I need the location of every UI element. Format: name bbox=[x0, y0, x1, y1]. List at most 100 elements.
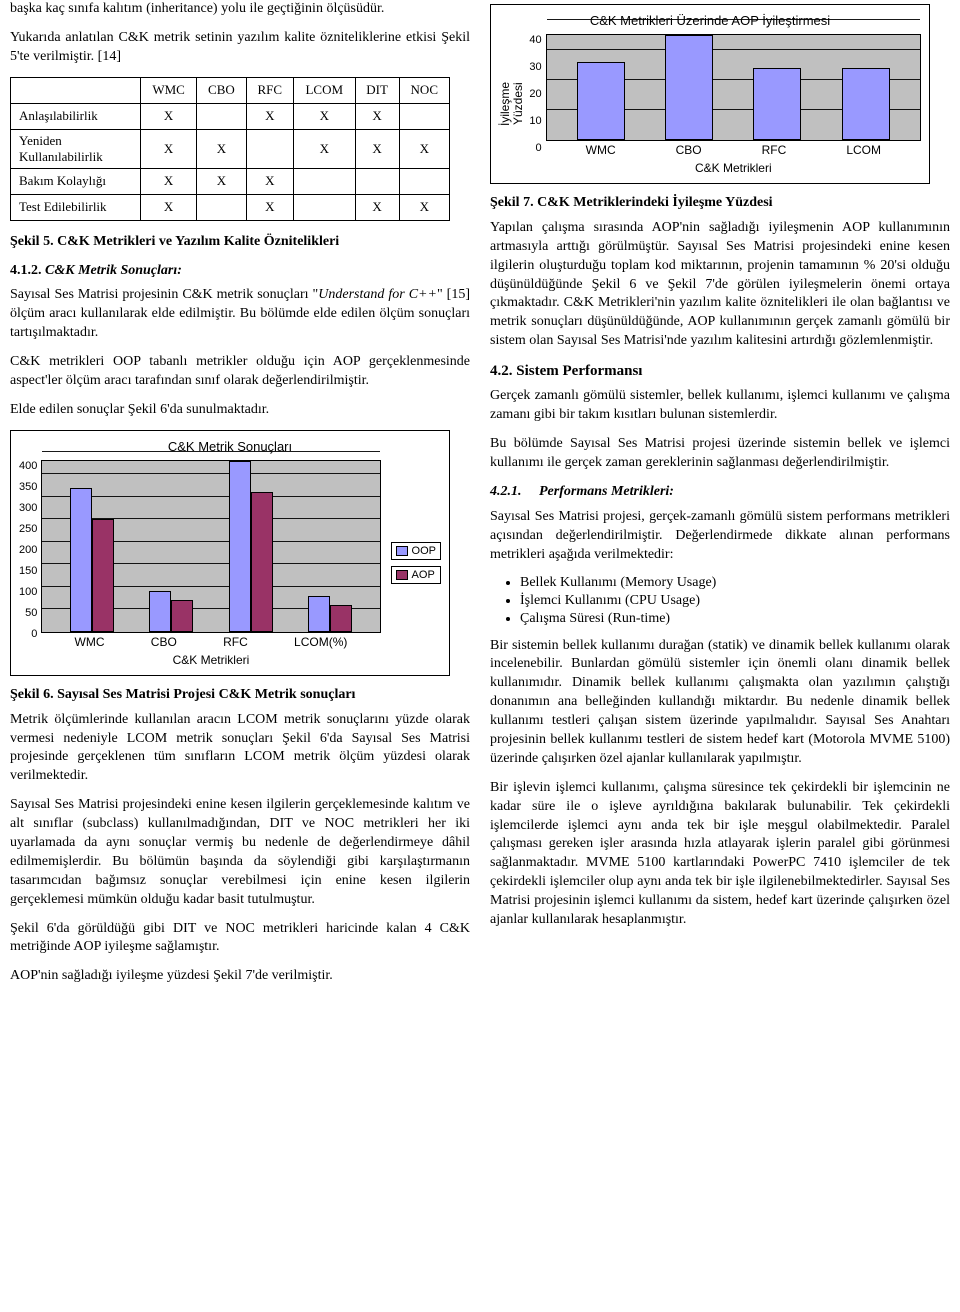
cell bbox=[246, 129, 293, 168]
row-label: Anlaşılabilirlik bbox=[11, 103, 141, 129]
ytick: 50 bbox=[19, 607, 37, 619]
table-row: Yeniden KullanılabilirlikXXXXX bbox=[11, 129, 450, 168]
xlabel: RFC bbox=[762, 143, 787, 157]
caption-6: Şekil 6. Sayısal Ses Matrisi Projesi C&K… bbox=[10, 686, 470, 705]
swatch-icon bbox=[396, 546, 408, 556]
bar bbox=[842, 68, 890, 140]
para-412c: Elde edilen sonuçlar Şekil 6'da sunulmak… bbox=[10, 401, 470, 420]
legend-label: AOP bbox=[412, 569, 435, 581]
qa-h5: DIT bbox=[355, 77, 399, 103]
bar-group bbox=[229, 461, 273, 632]
cell: X bbox=[197, 168, 247, 194]
heading-421-title: Performans Metrikleri: bbox=[539, 484, 674, 499]
para-412a-it: Understand for C++ bbox=[318, 287, 437, 302]
row-label: Yeniden Kullanılabilirlik bbox=[11, 129, 141, 168]
chart-7: C&K Metrikleri Üzerinde AOP İyileştirmes… bbox=[490, 4, 930, 184]
caption-7: Şekil 7. C&K Metriklerindeki İyileşme Yü… bbox=[490, 194, 950, 213]
ytick: 0 bbox=[529, 142, 541, 154]
list-item: Bellek Kullanımı (Memory Usage) bbox=[520, 575, 950, 591]
cell: X bbox=[246, 194, 293, 220]
ytick: 300 bbox=[19, 502, 37, 514]
qa-h6: NOC bbox=[399, 77, 449, 103]
cell bbox=[197, 103, 247, 129]
cell bbox=[355, 168, 399, 194]
cell: X bbox=[197, 129, 247, 168]
right-column: C&K Metrikleri Üzerinde AOP İyileştirmes… bbox=[490, 0, 950, 996]
bar-group bbox=[577, 62, 625, 140]
list-item: İşlemci Kullanımı (CPU Usage) bbox=[520, 593, 950, 609]
bar bbox=[308, 596, 330, 632]
perf-bullets: Bellek Kullanımı (Memory Usage) İşlemci K… bbox=[520, 575, 950, 627]
cell: X bbox=[399, 129, 449, 168]
bar bbox=[577, 62, 625, 140]
xlabel: LCOM bbox=[846, 143, 881, 157]
chart6-legend: OOP AOP bbox=[381, 460, 441, 667]
chart7-xlabels: WMC CBO RFC LCOM bbox=[546, 141, 921, 157]
cell bbox=[197, 194, 247, 220]
chart7-yaxis-label: İyileşme Yüzdesi bbox=[499, 82, 525, 126]
xlabel: WMC bbox=[586, 143, 616, 157]
qa-h4: LCOM bbox=[293, 77, 355, 103]
ytick: 200 bbox=[19, 544, 37, 556]
table-row: Bakım KolaylığıXXX bbox=[11, 168, 450, 194]
para-pct: AOP'nin sağladığı iyileşme yüzdesi Şekil… bbox=[10, 967, 470, 986]
chart6-xlabels: WMCCBORFCLCOM(%) bbox=[41, 633, 380, 649]
ytick: 0 bbox=[19, 628, 37, 640]
cell bbox=[399, 103, 449, 129]
para-ditnoc: Sayısal Ses Matrisi projesindeki enine k… bbox=[10, 796, 470, 909]
para-r3: Bu bölümde Sayısal Ses Matrisi projesi ü… bbox=[490, 435, 950, 473]
ytick: 150 bbox=[19, 565, 37, 577]
qa-h3: RFC bbox=[246, 77, 293, 103]
para-setup: Yukarıda anlatılan C&K metrik setinin ya… bbox=[10, 29, 470, 67]
heading-412-title: C&K Metrik Sonuçları: bbox=[45, 263, 182, 278]
chart7-yticks: 403020100 bbox=[529, 34, 545, 154]
cell: X bbox=[355, 129, 399, 168]
para-412a-1: Sayısal Ses Matrisi projesinin C&K metri… bbox=[10, 287, 318, 302]
bar-group bbox=[665, 35, 713, 140]
bar bbox=[251, 492, 273, 632]
heading-412-no: 4.1.2. bbox=[10, 263, 42, 278]
chart7-plot bbox=[546, 34, 921, 141]
qa-header-row: WMC CBO RFC LCOM DIT NOC bbox=[11, 77, 450, 103]
chart7-yl1: İyileşme bbox=[498, 82, 512, 126]
para-lcom: Metrik ölçümlerinde kullanılan aracın LC… bbox=[10, 711, 470, 787]
cell: X bbox=[141, 194, 197, 220]
xlabel: CBO bbox=[676, 143, 702, 157]
cell: X bbox=[293, 129, 355, 168]
bar bbox=[70, 488, 92, 632]
ytick: 100 bbox=[19, 586, 37, 598]
heading-421-no: 4.2.1. bbox=[490, 484, 522, 499]
cell: X bbox=[293, 103, 355, 129]
ytick: 40 bbox=[529, 34, 541, 46]
para-r1: Yapılan çalışma sırasında AOP'nin sağlad… bbox=[490, 219, 950, 351]
legend-item: OOP bbox=[391, 542, 441, 560]
chart7-yl2: Yüzdesi bbox=[511, 83, 525, 126]
para-r5: Bir sistemin bellek kullanımı durağan (s… bbox=[490, 637, 950, 769]
table-row: AnlaşılabilirlikXXXX bbox=[11, 103, 450, 129]
cell: X bbox=[355, 103, 399, 129]
para-r4: Sayısal Ses Matrisi projesi, gerçek-zama… bbox=[490, 508, 950, 565]
cell: X bbox=[355, 194, 399, 220]
bar-group bbox=[308, 596, 352, 632]
para-412b: C&K metrikleri OOP tabanlı metrikler old… bbox=[10, 353, 470, 391]
ytick: 400 bbox=[19, 460, 37, 472]
bar bbox=[149, 591, 171, 632]
para-r2: Gerçek zamanlı gömülü sistemler, bellek … bbox=[490, 387, 950, 425]
bar bbox=[229, 461, 251, 632]
ytick: 10 bbox=[529, 115, 541, 127]
chart6-plot bbox=[41, 460, 380, 633]
bar-group bbox=[842, 68, 890, 140]
xlabel: LCOM(%) bbox=[294, 635, 347, 649]
qa-h0 bbox=[11, 77, 141, 103]
bar bbox=[753, 68, 801, 140]
bar bbox=[665, 35, 713, 140]
row-label: Test Edilebilirlik bbox=[11, 194, 141, 220]
cell: X bbox=[141, 103, 197, 129]
bar bbox=[171, 600, 193, 632]
xlabel: RFC bbox=[223, 635, 248, 649]
list-item: Çalışma Süresi (Run-time) bbox=[520, 611, 950, 627]
caption-5: Şekil 5. C&K Metrikleri ve Yazılım Kalit… bbox=[10, 233, 470, 252]
bar bbox=[330, 605, 352, 632]
cell bbox=[293, 168, 355, 194]
bar-group bbox=[70, 488, 114, 632]
